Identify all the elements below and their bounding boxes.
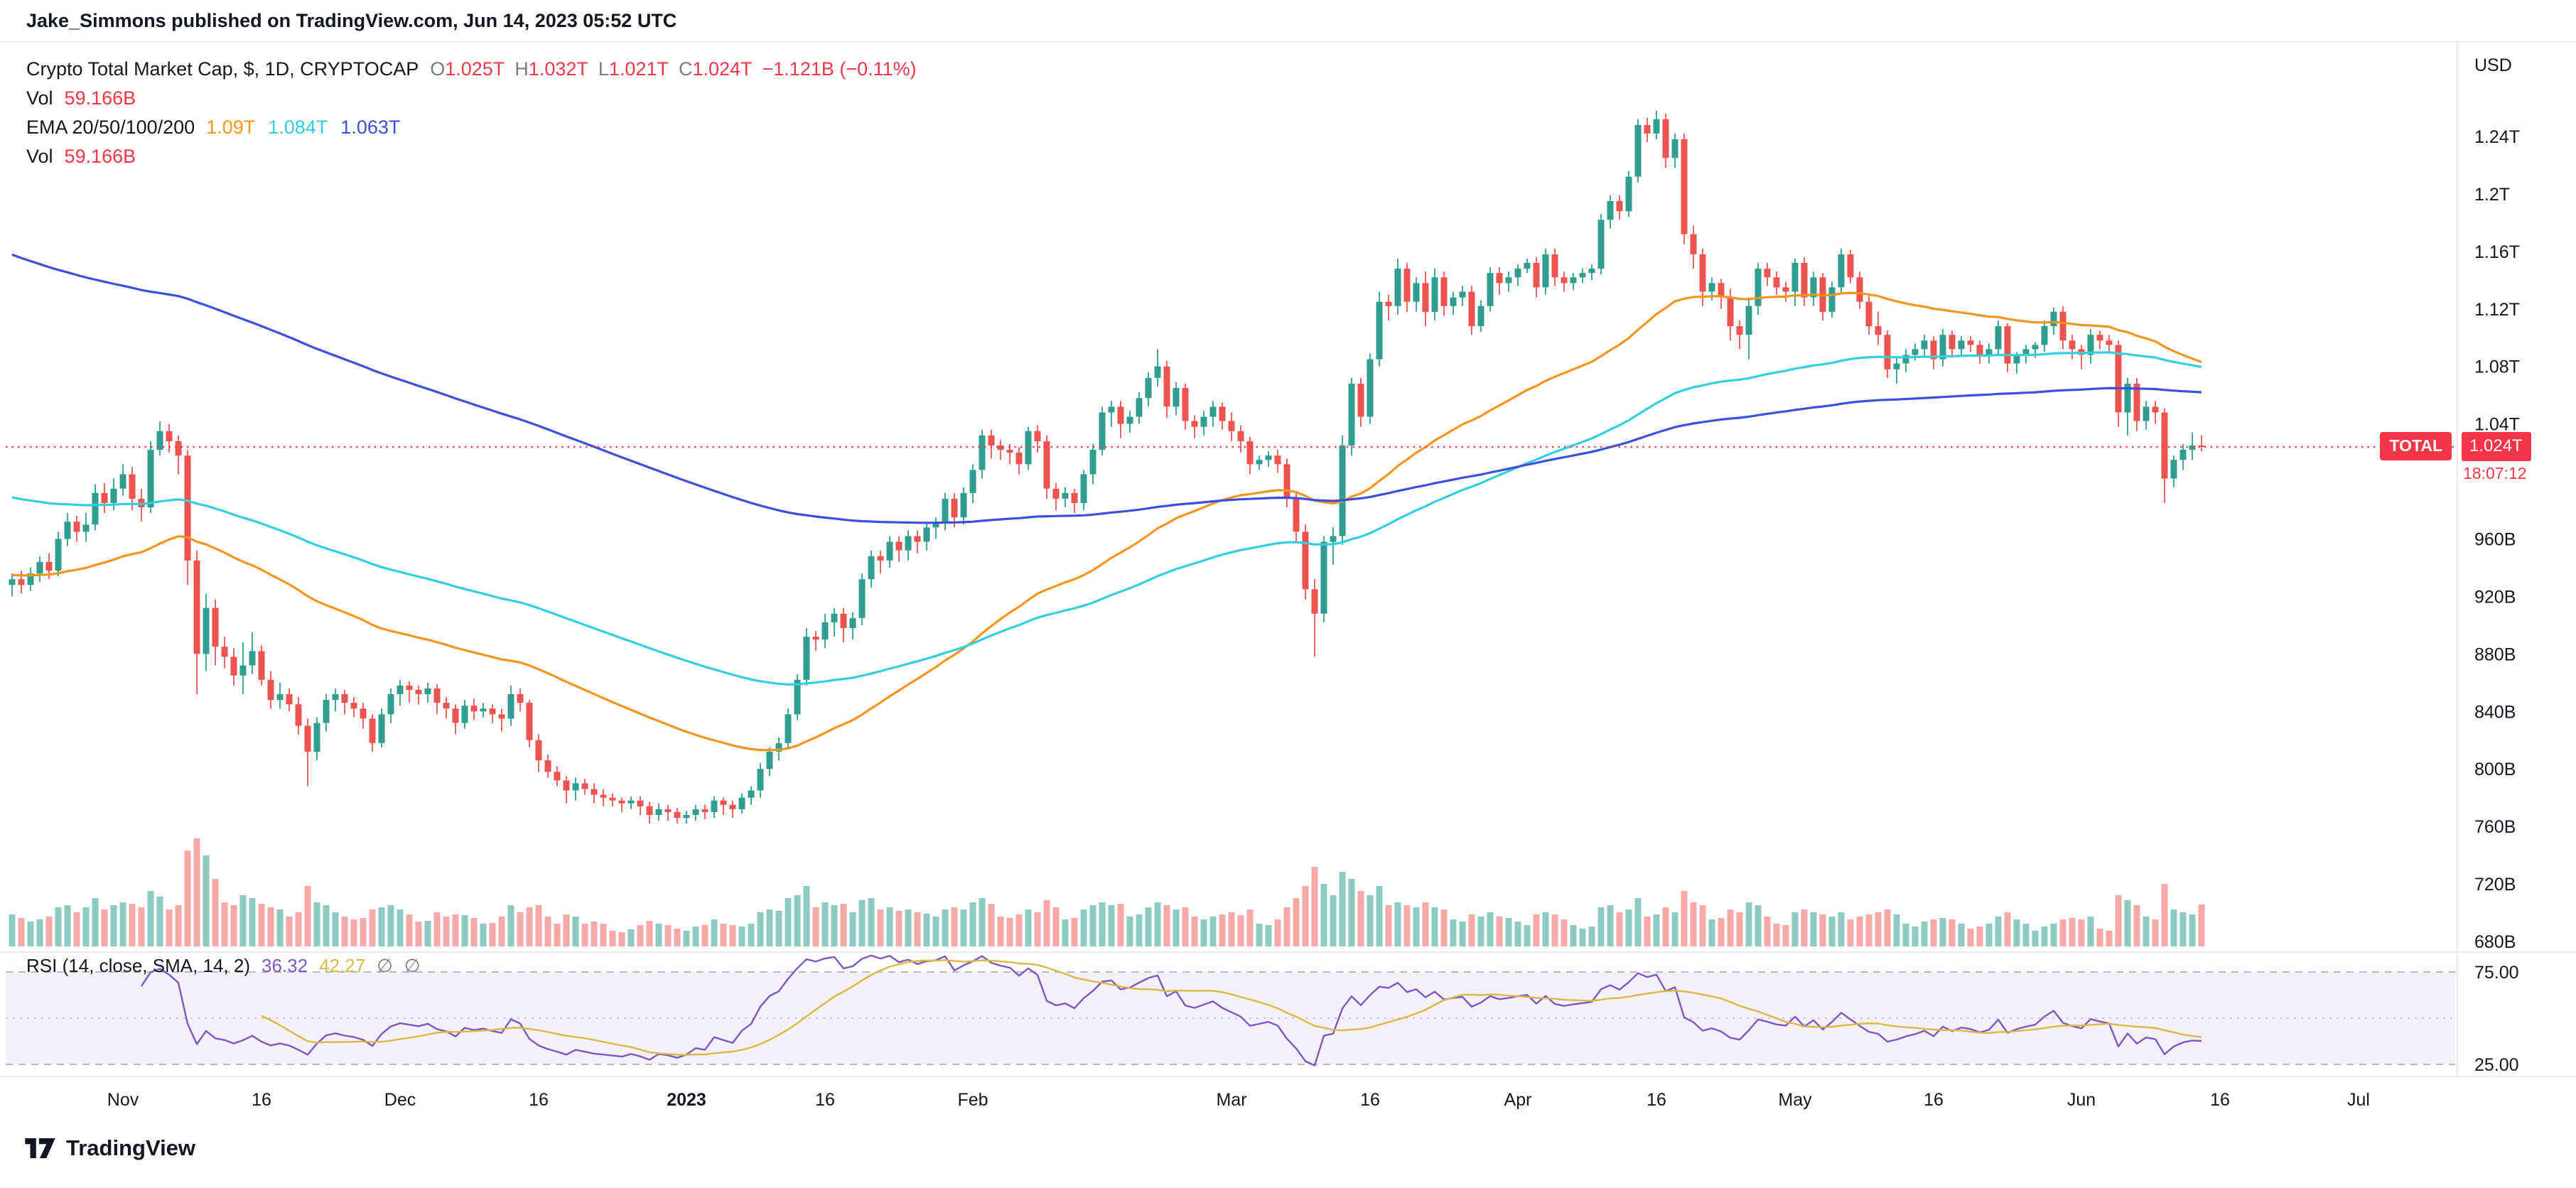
- footer: TradingView: [24, 1135, 195, 1161]
- volume-value: 59.166B: [64, 87, 136, 109]
- current-price-text: 1.024T: [2469, 436, 2523, 455]
- main-legend: Crypto Total Market Cap, $, 1D, CRYPTOCA…: [26, 58, 928, 168]
- svg-text:880B: 880B: [2474, 644, 2516, 664]
- svg-text:1.24T: 1.24T: [2474, 127, 2520, 147]
- rsi-title[interactable]: RSI (14, close, SMA, 14, 2): [26, 955, 251, 976]
- svg-text:Nov: Nov: [107, 1090, 139, 1110]
- svg-text:16: 16: [1647, 1090, 1666, 1110]
- countdown-text: 18:07:12: [2463, 464, 2527, 482]
- svg-text:960B: 960B: [2474, 530, 2516, 550]
- bar-countdown: 18:07:12: [2463, 464, 2527, 484]
- volume-legend-row: Vol 59.166B: [26, 87, 928, 109]
- svg-text:1.2T: 1.2T: [2474, 185, 2510, 205]
- symbol-legend-row: Crypto Total Market Cap, $, 1D, CRYPTOCA…: [26, 58, 928, 80]
- svg-text:720B: 720B: [2474, 875, 2516, 895]
- svg-text:USD: USD: [2474, 55, 2512, 75]
- svg-text:1.12T: 1.12T: [2474, 300, 2520, 320]
- ema-value: 1.084T: [268, 117, 328, 138]
- svg-text:75.00: 75.00: [2474, 963, 2519, 983]
- ema-value: 1.09T: [206, 117, 256, 138]
- svg-text:16: 16: [1360, 1090, 1380, 1110]
- svg-text:2023: 2023: [667, 1090, 706, 1110]
- symbol-price-flag: TOTAL: [2380, 432, 2452, 460]
- change-value: −1.121B (−0.11%): [762, 58, 917, 80]
- svg-text:1.04T: 1.04T: [2474, 415, 2520, 435]
- svg-text:16: 16: [252, 1090, 271, 1110]
- svg-text:760B: 760B: [2474, 817, 2516, 837]
- rsi-empty-marker-2: ∅: [404, 955, 421, 976]
- svg-text:1.08T: 1.08T: [2474, 357, 2520, 377]
- svg-text:Feb: Feb: [957, 1090, 988, 1110]
- svg-text:Jun: Jun: [2067, 1090, 2096, 1110]
- svg-text:920B: 920B: [2474, 587, 2516, 607]
- high-value: H1.032T: [514, 58, 588, 80]
- svg-text:25.00: 25.00: [2474, 1055, 2519, 1075]
- attribution-text: Jake_Simmons published on TradingView.co…: [26, 9, 677, 31]
- volume2-label[interactable]: Vol: [26, 146, 53, 167]
- tradingview-logo-icon[interactable]: [24, 1138, 57, 1159]
- ema-legend-row: EMA 20/50/100/200 1.09T 1.084T 1.063T: [26, 117, 928, 139]
- svg-text:Mar: Mar: [1216, 1090, 1246, 1110]
- svg-text:Jul: Jul: [2347, 1090, 2370, 1110]
- open-value: O1.025T: [430, 58, 505, 80]
- rsi-sma-value: 42.27: [319, 955, 366, 976]
- close-value: C1.024T: [678, 58, 753, 80]
- symbol-title[interactable]: Crypto Total Market Cap, $, 1D, CRYPTOCA…: [26, 58, 419, 80]
- svg-text:16: 16: [815, 1090, 835, 1110]
- current-price-axis-label: 1.024T: [2462, 432, 2531, 461]
- volume2-value: 59.166B: [64, 146, 136, 167]
- ema-value: 1.063T: [340, 117, 401, 138]
- svg-text:May: May: [1778, 1090, 1812, 1110]
- rsi-empty-marker-1: ∅: [377, 955, 393, 976]
- svg-text:16: 16: [1924, 1090, 1944, 1110]
- symbol-flag-text: TOTAL: [2389, 436, 2442, 455]
- svg-text:Dec: Dec: [384, 1090, 416, 1110]
- tradingview-brand[interactable]: TradingView: [66, 1135, 196, 1160]
- svg-text:680B: 680B: [2474, 932, 2516, 952]
- volume-label[interactable]: Vol: [26, 87, 53, 109]
- volume2-legend-row: Vol 59.166B: [26, 146, 928, 168]
- low-value: L1.021T: [598, 58, 669, 80]
- ema-values: 1.09T 1.084T 1.063T: [206, 117, 400, 139]
- ema-label[interactable]: EMA 20/50/100/200: [26, 117, 195, 138]
- rsi-legend: RSI (14, close, SMA, 14, 2) 36.32 42.27 …: [26, 955, 420, 977]
- svg-text:16: 16: [2210, 1090, 2230, 1110]
- svg-text:1.16T: 1.16T: [2474, 242, 2520, 262]
- svg-text:Apr: Apr: [1504, 1090, 1532, 1110]
- header: Jake_Simmons published on TradingView.co…: [26, 0, 677, 41]
- svg-text:16: 16: [529, 1090, 549, 1110]
- svg-text:840B: 840B: [2474, 702, 2516, 722]
- svg-text:800B: 800B: [2474, 760, 2516, 779]
- rsi-value: 36.32: [262, 955, 308, 976]
